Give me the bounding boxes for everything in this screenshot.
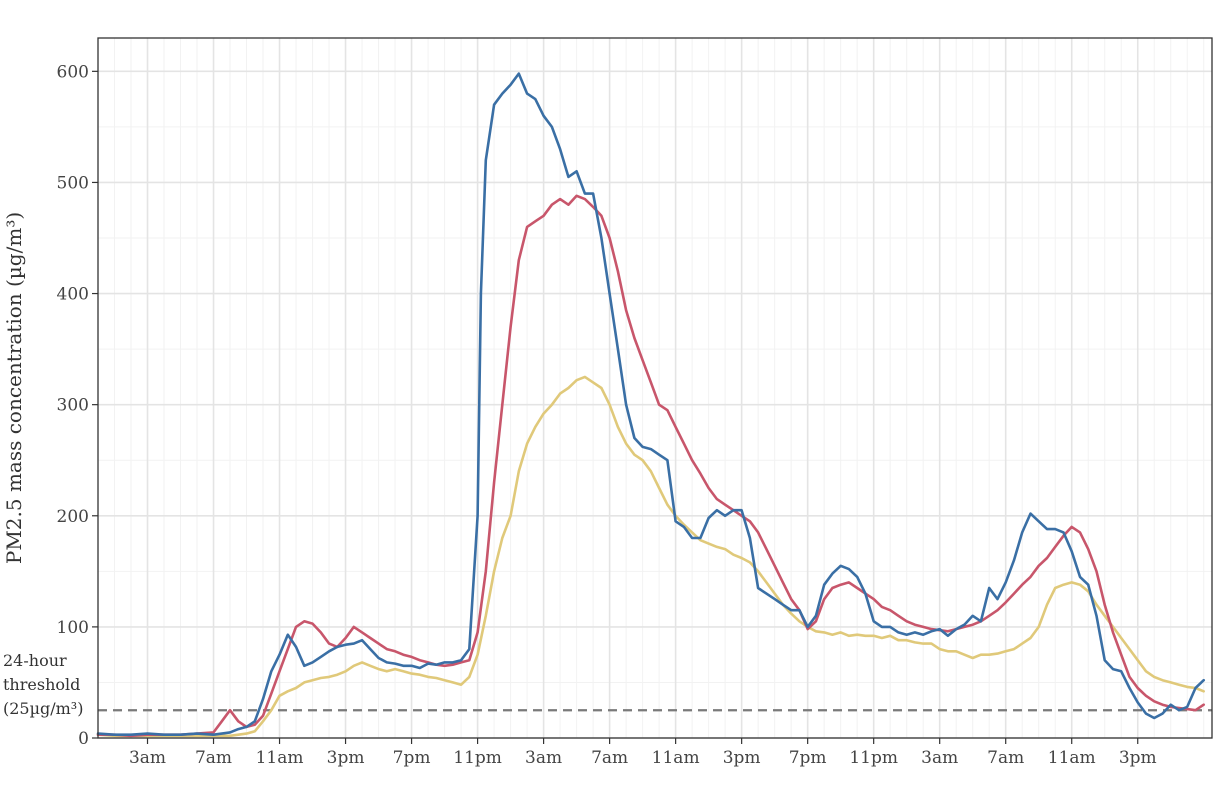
y-axis-title: PM2.5 mass concentration (µg/m³) xyxy=(2,212,26,564)
x-tick-label: 3am xyxy=(129,748,166,768)
threshold-label-line: threshold xyxy=(3,675,80,694)
x-tick-label: 3pm xyxy=(327,748,365,768)
y-tick-label: 600 xyxy=(57,62,89,82)
plot-border xyxy=(97,37,1213,739)
x-tick-label: 11pm xyxy=(849,748,898,768)
threshold-label-line: 24-hour xyxy=(3,651,67,670)
x-tick-label: 7pm xyxy=(393,748,431,768)
series-line xyxy=(96,194,1205,738)
series-group xyxy=(96,72,1205,738)
x-tick-label: 7am xyxy=(195,748,232,768)
y-tick-label: 200 xyxy=(57,507,89,527)
y-tick-label: 100 xyxy=(57,618,89,638)
y-tick-label: 300 xyxy=(57,396,89,416)
y-tick-label: 400 xyxy=(57,285,89,305)
x-tick-label: 7am xyxy=(591,748,628,768)
x-tick-label: 11pm xyxy=(453,748,502,768)
x-tick-label: 11am xyxy=(652,748,700,768)
x-tick-label: 7am xyxy=(987,748,1024,768)
threshold-label-line: (25µg/m³) xyxy=(3,699,83,718)
y-tick-label: 0 xyxy=(78,729,89,749)
series-line xyxy=(96,375,1205,738)
x-axis: 3am 7am 11am 3pm 7pm 11pm 3am 7am 11am 3pm 7pm 11pm… xyxy=(129,738,1157,768)
x-tick-label: 7pm xyxy=(789,748,827,768)
threshold-label: 24-hour threshold (25µg/m³) xyxy=(3,651,83,718)
y-tick-label: 500 xyxy=(57,173,89,193)
x-tick-label: 11am xyxy=(256,748,304,768)
x-tick-label: 3am xyxy=(525,748,562,768)
x-tick-label: 3pm xyxy=(723,748,761,768)
major-gridlines xyxy=(98,38,1212,739)
x-tick-label: 11am xyxy=(1048,748,1096,768)
series-line xyxy=(96,72,1205,736)
y-axis: 0 100 200 300 400 500 600 xyxy=(57,62,98,749)
x-tick-label: 3pm xyxy=(1119,748,1157,768)
x-tick-label: 3am xyxy=(921,748,958,768)
